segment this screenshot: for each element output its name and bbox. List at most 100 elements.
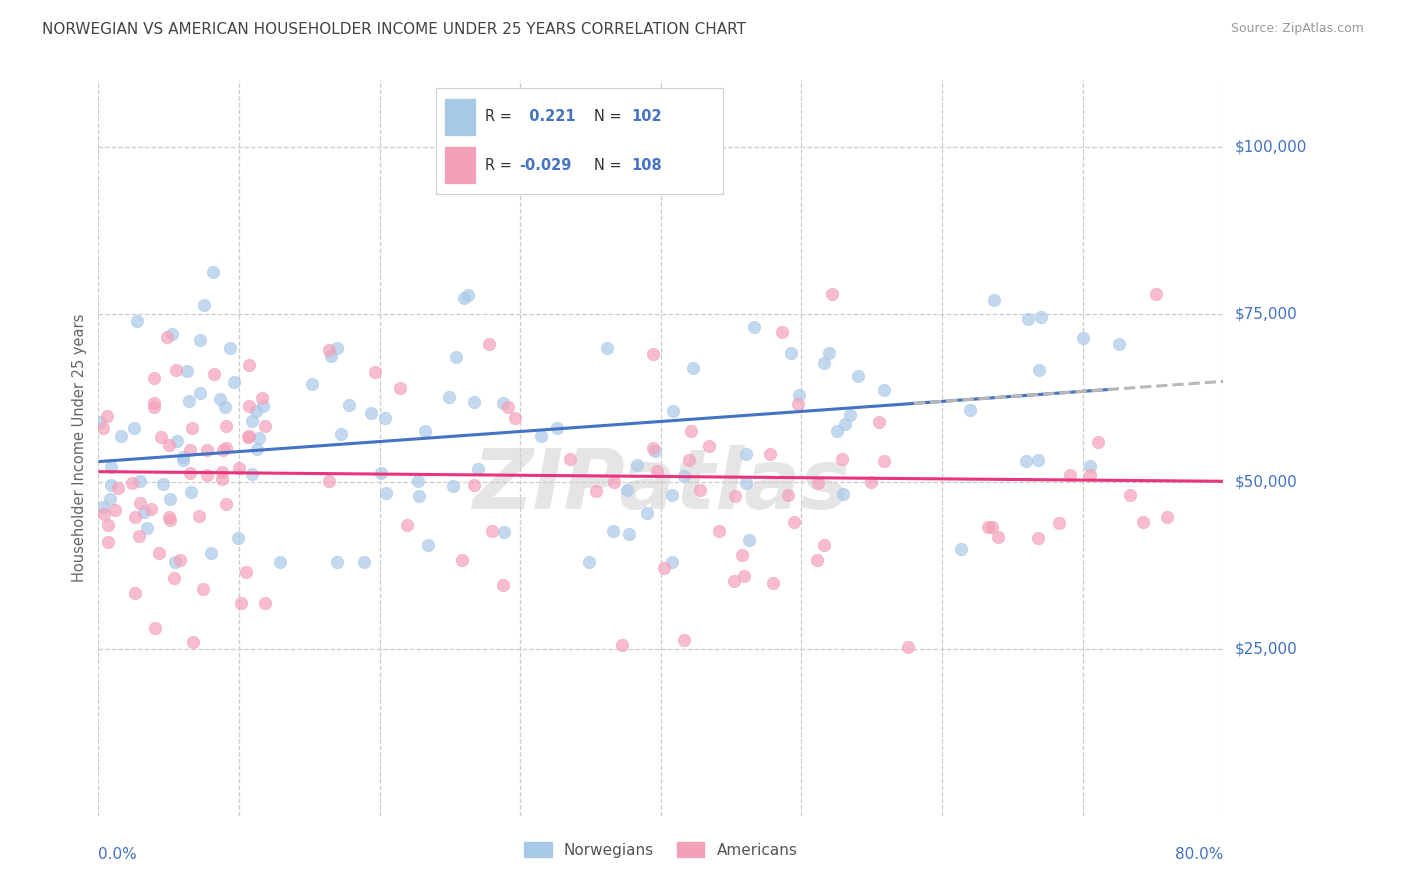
Point [152,477,174,491]
Point [1108,336,1130,351]
Point [250,391,273,405]
Text: $75,000: $75,000 [1234,307,1298,322]
Point [188,508,211,523]
Point [388,381,411,395]
Point [353,555,375,569]
Point [142,371,165,385]
Point [873,454,896,468]
Point [585,483,607,498]
Point [1119,488,1142,502]
Point [226,531,249,545]
Point [759,447,782,461]
Point [159,513,181,527]
Point [156,330,179,344]
Point [179,443,201,458]
Point [360,406,382,420]
Point [645,464,668,478]
Point [418,538,440,552]
Point [179,393,201,408]
Point [679,424,702,438]
Point [689,483,711,497]
Point [678,453,700,467]
Point [443,479,465,493]
Point [247,431,270,445]
Point [91,500,114,514]
Point [1047,516,1070,531]
Point [821,287,844,301]
Point [128,528,150,542]
Point [596,341,619,355]
Text: $25,000: $25,000 [1234,641,1298,657]
Point [215,442,238,456]
Point [124,586,146,600]
Point [1078,459,1101,474]
Point [813,356,835,370]
Point [319,349,342,363]
Point [838,409,860,423]
Point [139,502,162,516]
Point [806,553,828,567]
Point [180,484,202,499]
Point [1028,453,1050,467]
Text: ZIPatlas: ZIPatlas [472,444,849,525]
Text: NORWEGIAN VS AMERICAN HOUSEHOLDER INCOME UNDER 25 YEARS CORRELATION CHART: NORWEGIAN VS AMERICAN HOUSEHOLDER INCOME… [42,22,747,37]
Point [733,569,755,583]
Text: $100,000: $100,000 [1234,140,1306,154]
Point [1144,287,1167,301]
Point [163,571,186,585]
Point [744,320,766,334]
Point [214,400,236,414]
Point [834,417,856,431]
Point [107,481,129,495]
Point [860,475,883,490]
Point [370,466,392,480]
Point [202,265,225,279]
Point [127,314,149,328]
Point [498,400,520,414]
Point [240,467,263,481]
Point [330,426,353,441]
Point [636,506,658,520]
Point [731,549,754,563]
Point [602,524,624,539]
Point [128,475,150,489]
Point [780,346,803,360]
Point [762,576,785,591]
Point [626,458,648,472]
Point [246,442,269,456]
Point [245,404,267,418]
Point [124,420,146,434]
Point [738,533,761,547]
Point [1059,467,1081,482]
Point [235,565,257,579]
Text: 80.0%: 80.0% [1175,847,1223,862]
Point [148,546,170,560]
Point [406,474,429,488]
Text: 0.0%: 0.0% [98,847,138,862]
Point [868,415,890,429]
Point [318,474,340,488]
Point [169,553,191,567]
Point [467,462,489,476]
Point [301,376,323,391]
Point [673,632,696,647]
Point [776,488,799,502]
Point [896,640,918,655]
Point [661,488,683,502]
Point [1156,509,1178,524]
Point [1017,311,1039,326]
Point [209,392,232,406]
Point [492,578,515,592]
Point [652,561,675,575]
Point [735,447,758,461]
Point [603,475,626,490]
Point [395,517,418,532]
Point [662,404,685,418]
Point [91,421,114,435]
Point [181,421,204,435]
Point [949,541,972,556]
Point [1028,363,1050,377]
Point [142,396,165,410]
Point [97,534,120,549]
Point [546,421,568,435]
